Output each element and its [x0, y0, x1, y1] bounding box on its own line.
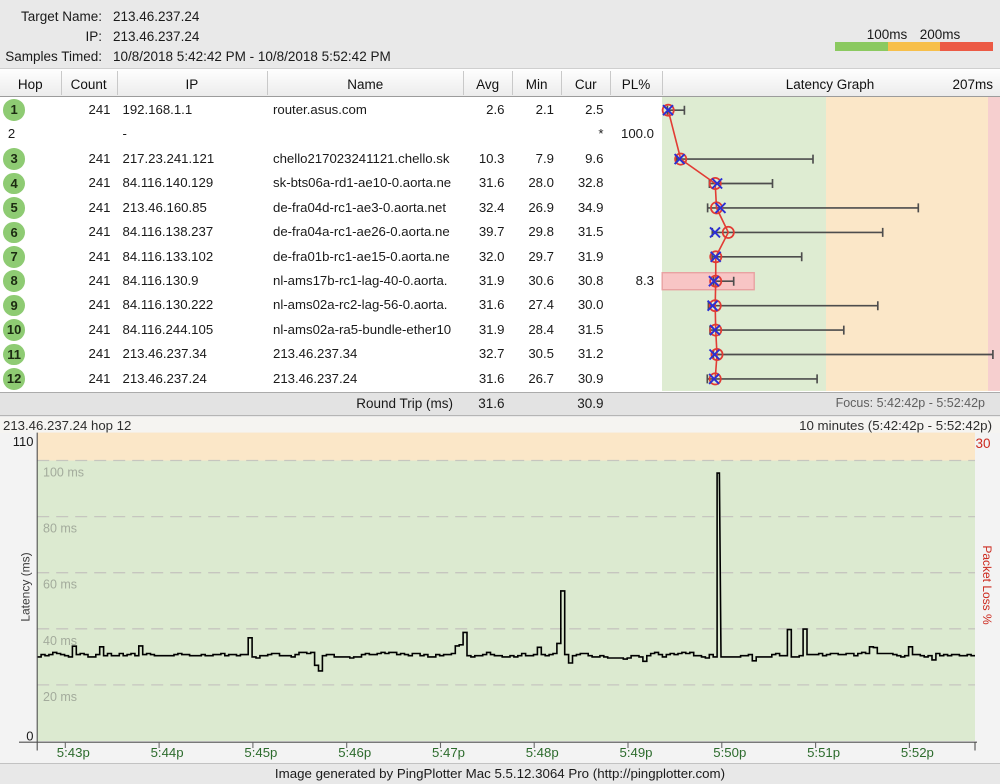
- svg-text:5:50p: 5:50p: [713, 745, 746, 760]
- svg-text:5:48p: 5:48p: [526, 745, 559, 760]
- svg-text:5:46p: 5:46p: [338, 745, 371, 760]
- svg-text:80 ms: 80 ms: [43, 522, 77, 536]
- svg-text:0: 0: [26, 729, 33, 744]
- svg-text:100 ms: 100 ms: [43, 466, 84, 480]
- svg-text:60 ms: 60 ms: [43, 578, 77, 592]
- svg-text:20 ms: 20 ms: [43, 690, 77, 704]
- svg-text:5:44p: 5:44p: [151, 745, 184, 760]
- svg-text:5:43p: 5:43p: [57, 745, 90, 760]
- svg-text:5:49p: 5:49p: [619, 745, 652, 760]
- svg-text:5:52p: 5:52p: [901, 745, 934, 760]
- svg-text:5:45p: 5:45p: [244, 745, 277, 760]
- svg-text:5:47p: 5:47p: [432, 745, 465, 760]
- svg-text:30: 30: [975, 436, 990, 451]
- svg-text:Packet Loss %: Packet Loss %: [980, 545, 994, 625]
- svg-text:40 ms: 40 ms: [43, 634, 77, 648]
- svg-text:5:51p: 5:51p: [807, 745, 840, 760]
- svg-text:Latency (ms): Latency (ms): [19, 552, 33, 621]
- svg-text:110: 110: [13, 434, 34, 449]
